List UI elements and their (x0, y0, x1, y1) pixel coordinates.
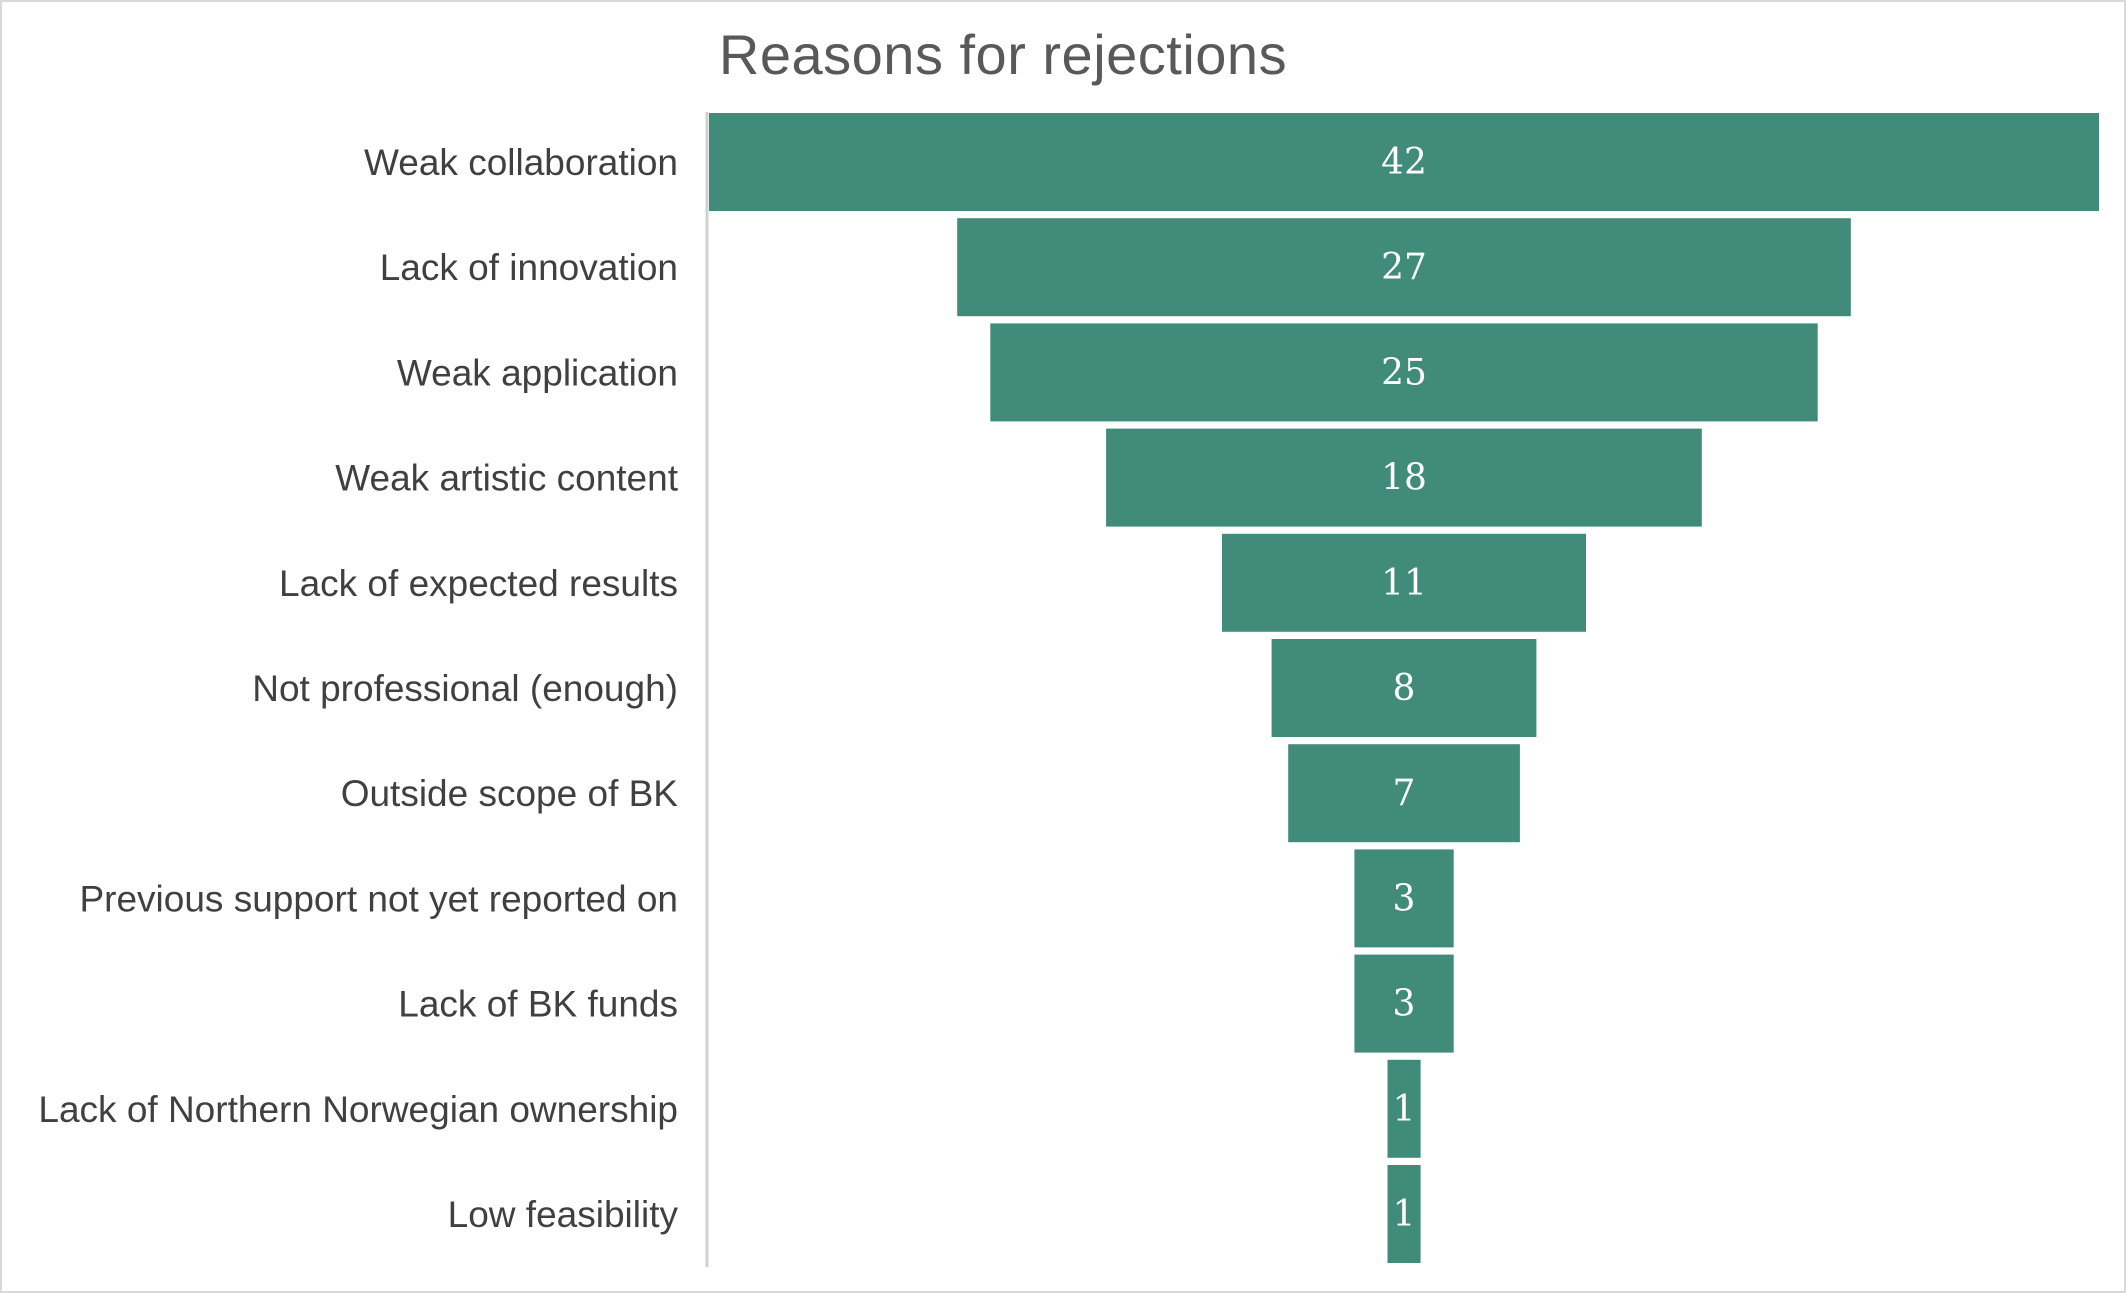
funnel-bar (1387, 1165, 1421, 1263)
bar-value-label: 27 (1381, 247, 1427, 288)
category-label: Previous support not yet reported on (79, 878, 678, 919)
bar-value-label: 1 (1393, 1194, 1416, 1235)
category-label: Low feasibility (448, 1194, 679, 1235)
bar-value-label: 8 (1393, 668, 1416, 709)
funnel-bar (1354, 954, 1454, 1053)
bars-layer (709, 113, 2099, 1263)
category-label: Outside scope of BK (341, 773, 679, 814)
funnel-bar (1387, 1059, 1421, 1158)
funnel-bar (709, 113, 2099, 211)
funnel-bar (1106, 428, 1702, 527)
category-label: Lack of Northern Norwegian ownership (38, 1089, 678, 1130)
category-label: Lack of BK funds (398, 984, 678, 1025)
funnel-bar (957, 218, 1851, 317)
funnel-bar (1354, 849, 1454, 948)
bar-value-label: 11 (1381, 563, 1427, 604)
bar-value-label: 42 (1381, 142, 1427, 183)
bar-value-label: 1 (1393, 1089, 1416, 1130)
category-label: Lack of innovation (380, 247, 678, 288)
category-label: Lack of expected results (279, 563, 678, 604)
bar-value-label: 3 (1393, 878, 1416, 919)
funnel-bar (1222, 533, 1586, 632)
bar-value-label: 3 (1393, 984, 1416, 1025)
funnel-bar (1271, 639, 1537, 737)
bar-value-label: 25 (1381, 352, 1427, 393)
funnel-bar (990, 323, 1818, 422)
category-label: Not professional (enough) (252, 668, 678, 709)
bar-value-label: 18 (1381, 458, 1427, 499)
category-label: Weak collaboration (364, 142, 678, 183)
category-label: Weak artistic content (335, 458, 678, 499)
funnel-bar (1288, 744, 1520, 843)
bar-value-label: 7 (1393, 773, 1416, 814)
category-label: Weak application (397, 352, 678, 393)
category-labels-layer: Weak collaboration Lack of innovation Weak… (38, 142, 678, 1235)
chart-title: Reasons for rejections (718, 23, 1288, 86)
